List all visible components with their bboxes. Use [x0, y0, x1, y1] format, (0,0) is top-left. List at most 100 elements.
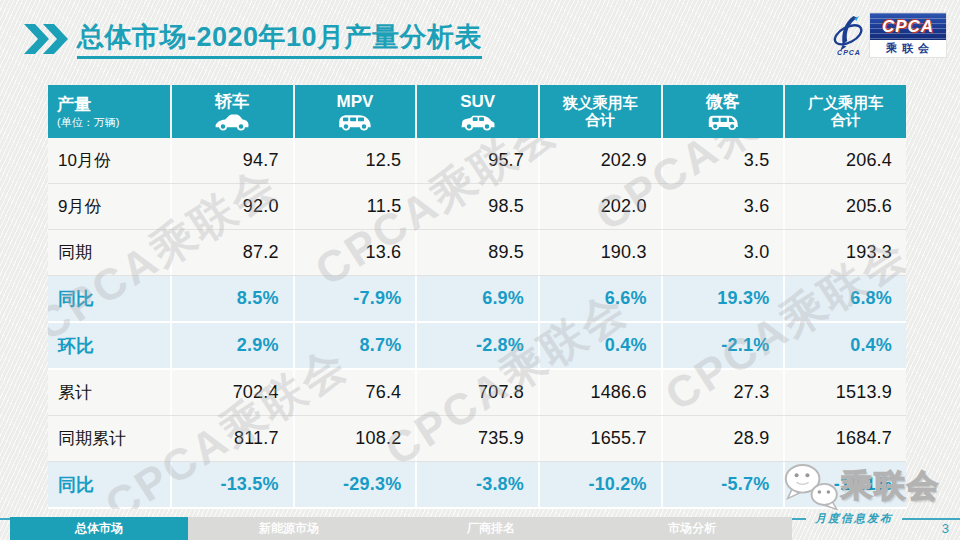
value-cell: 193.3	[785, 230, 906, 275]
row-label: 环比	[48, 323, 172, 368]
value-cell: 202.9	[540, 138, 663, 183]
value-cell: 202.0	[540, 184, 663, 229]
column-header: MPV	[295, 85, 418, 138]
value-cell: 205.6	[785, 184, 906, 229]
page-title: 总体市场-2020年10月产量分析表	[77, 22, 482, 59]
bottom-tab-3[interactable]: 厂商排名	[390, 517, 592, 540]
wechat-account-label: 乘联会	[841, 465, 940, 507]
value-cell: -3.8%	[417, 462, 540, 507]
microvan-icon	[706, 113, 740, 131]
bottom-tab-1[interactable]: 总体市场	[10, 517, 188, 540]
value-cell: 11.5	[295, 184, 418, 229]
value-cell: 0.4%	[540, 323, 663, 368]
cpca-logo: CPCA CPCA 乘联会	[831, 13, 946, 57]
page-number: 3	[942, 521, 949, 536]
value-cell: 95.7	[417, 138, 540, 183]
column-header: 轿车	[172, 85, 295, 138]
value-cell: 707.8	[417, 370, 540, 415]
bottom-tab-4[interactable]: 市场分析	[592, 517, 792, 540]
value-cell: 1513.9	[785, 370, 906, 415]
wechat-icon	[783, 462, 839, 510]
value-cell: 76.4	[295, 370, 418, 415]
value-cell: 12.5	[295, 138, 418, 183]
value-cell: -29.3%	[295, 462, 418, 507]
value-cell: 6.8%	[785, 276, 906, 321]
value-cell: 98.5	[417, 184, 540, 229]
row-label: 9月份	[48, 184, 172, 229]
value-cell: 108.2	[295, 416, 418, 461]
title-section: 总体市场	[77, 22, 187, 52]
column-header: 狭义乘用车合计	[540, 85, 663, 138]
column-header: 微客	[663, 85, 786, 138]
value-cell: 190.3	[540, 230, 663, 275]
value-cell: 0.4%	[785, 323, 906, 368]
cpca-en-label: CPCA	[870, 13, 946, 40]
value-cell: 89.5	[417, 230, 540, 275]
value-cell: 735.9	[417, 416, 540, 461]
bottom-tab-2[interactable]: 新能源市场	[188, 517, 390, 540]
table-header-row: 产量 (单位：万辆) 轿车MPVSUV狭义乘用车合计微客广义乘用车合计	[48, 85, 906, 138]
cpca-emblem: CPCA	[831, 15, 867, 56]
table-row: 10月份94.712.595.7202.93.5206.4	[48, 138, 906, 184]
value-cell: -2.1%	[663, 323, 786, 368]
row-label: 同比	[48, 276, 172, 321]
bottom-tabs: 总体市场新能源市场厂商排名市场分析	[10, 517, 792, 540]
column-header-label-line2: 合计	[831, 112, 861, 129]
value-cell: 811.7	[172, 416, 295, 461]
value-cell: 1684.7	[785, 416, 906, 461]
value-cell: 87.2	[172, 230, 295, 275]
production-table: 产量 (单位：万辆) 轿车MPVSUV狭义乘用车合计微客广义乘用车合计 10月份…	[48, 85, 906, 509]
table-row: 累计702.476.4707.81486.627.31513.9	[48, 370, 906, 416]
metric-header-label: 产量	[57, 95, 91, 114]
value-cell: 6.6%	[540, 276, 663, 321]
column-header: SUV	[417, 85, 540, 138]
cpca-emblem-caption: CPCA	[837, 49, 861, 56]
row-label: 累计	[48, 370, 172, 415]
mpv-icon	[337, 113, 373, 131]
value-cell: 206.4	[785, 138, 906, 183]
value-cell: 3.6	[663, 184, 786, 229]
column-header: 广义乘用车合计	[785, 85, 906, 138]
wechat-badge: 乘联会	[783, 462, 940, 510]
table-row: 同期87.213.689.5190.33.0193.3	[48, 230, 906, 276]
column-header-label-line2: 合计	[585, 112, 615, 129]
title-bar: 总体市场-2020年10月产量分析表	[24, 22, 482, 59]
value-cell: -7.9%	[295, 276, 418, 321]
value-cell: 8.7%	[295, 323, 418, 368]
row-label: 同期	[48, 230, 172, 275]
value-cell: 28.9	[663, 416, 786, 461]
value-cell: -10.2%	[540, 462, 663, 507]
table-row: 9月份92.011.598.5202.03.6205.6	[48, 184, 906, 230]
table-row: 同期累计811.7108.2735.91655.728.91684.7	[48, 416, 906, 462]
value-cell: 702.4	[172, 370, 295, 415]
title-rest: -2020年10月产量分析表	[187, 22, 482, 52]
cpca-cn-label: 乘联会	[870, 40, 946, 57]
value-cell: 94.7	[172, 138, 295, 183]
publication-label: 月度信息发布	[815, 511, 893, 526]
value-cell: 1486.6	[540, 370, 663, 415]
footer-rule-line-right	[902, 518, 960, 520]
table-row: 同比8.5%-7.9%6.9%6.6%19.3%6.8%	[48, 276, 906, 323]
column-header-label: MPV	[337, 92, 374, 111]
value-cell: -2.8%	[417, 323, 540, 368]
table-row: 环比2.9%8.7%-2.8%0.4%-2.1%0.4%	[48, 323, 906, 370]
sedan-icon	[214, 113, 250, 131]
column-header-label: 广义乘用车	[808, 95, 883, 112]
table-body: 10月份94.712.595.7202.93.5206.49月份92.011.5…	[48, 138, 906, 509]
value-cell: -5.7%	[663, 462, 786, 507]
table-row: 同比-13.5%-29.3%-3.8%-10.2%-5.7%-10.1%	[48, 462, 906, 509]
value-cell: 92.0	[172, 184, 295, 229]
column-header-metric: 产量 (单位：万辆)	[48, 85, 172, 138]
value-cell: 6.9%	[417, 276, 540, 321]
row-label: 同期累计	[48, 416, 172, 461]
column-header-label: SUV	[460, 92, 495, 111]
column-header-label: 轿车	[215, 92, 249, 111]
value-cell: 2.9%	[172, 323, 295, 368]
value-cell: 3.0	[663, 230, 786, 275]
double-chevron-icon	[24, 24, 68, 54]
metric-header-unit: (单位：万辆)	[57, 116, 119, 128]
cpca-wordmark: CPCA 乘联会	[870, 13, 946, 57]
column-header-label: 狭义乘用车	[563, 95, 638, 112]
value-cell: 27.3	[663, 370, 786, 415]
cpca-emblem-icon	[831, 15, 867, 51]
